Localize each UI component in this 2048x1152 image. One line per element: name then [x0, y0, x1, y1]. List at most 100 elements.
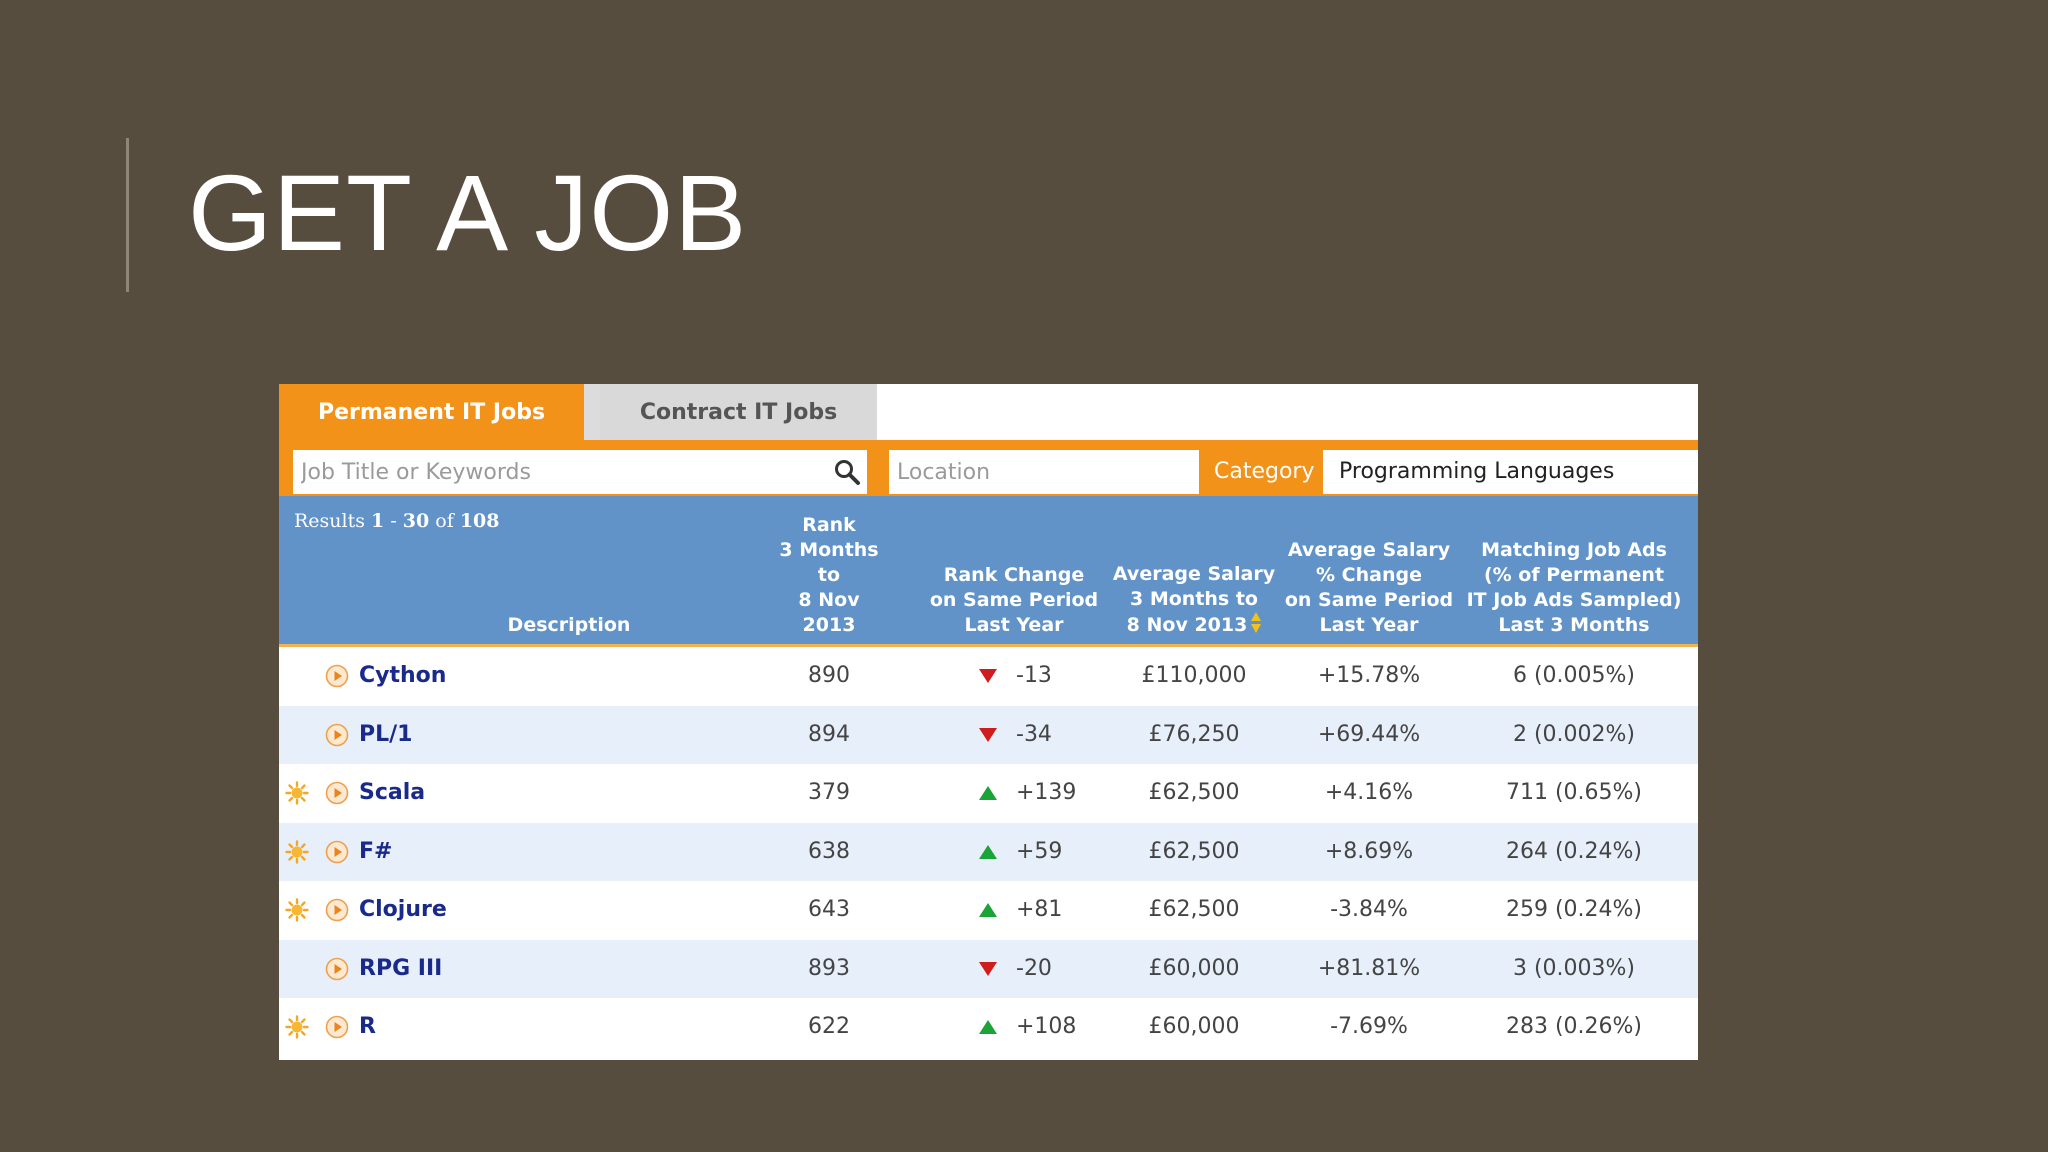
language-link[interactable]: Cython — [359, 663, 447, 688]
trend-cell — [979, 940, 999, 999]
rank-change-cell: +59 — [1016, 838, 1063, 864]
tab-divider — [584, 384, 600, 440]
header-description[interactable]: Description — [507, 614, 631, 636]
rank-change-cell: +108 — [1016, 1014, 1077, 1039]
arrow-up-icon — [979, 1020, 997, 1034]
salary-change-cell: -3.84% — [1330, 897, 1408, 922]
play-circle-icon[interactable] — [325, 840, 349, 864]
rank-cell: 638 — [808, 838, 850, 864]
tab-permanent-it-jobs[interactable]: Permanent IT Jobs — [279, 384, 584, 440]
table-row: R 622 +108 £60,000 -7.69% 283 (0.26%) — [279, 998, 1698, 1057]
language-link[interactable]: F# — [359, 838, 393, 864]
rank-cell: 894 — [808, 721, 850, 747]
search-icon[interactable] — [833, 458, 861, 486]
jobs-panel: Permanent IT Jobs Contract IT Jobs Categ… — [279, 384, 1698, 1060]
header-line: IT Job Ads Sampled) — [1466, 589, 1682, 611]
salary-change-cell: +15.78% — [1317, 663, 1421, 688]
rank-change-cell: +81 — [1016, 897, 1063, 922]
rank-cell: 893 — [808, 955, 850, 981]
salary-cell: £60,000 — [1148, 1014, 1240, 1039]
play-circle-icon[interactable] — [325, 898, 349, 922]
table-row: PL/1 894 -34 £76,250 +69.44% 2 (0.002%) — [279, 705, 1698, 764]
category-select[interactable]: Programming Languages — [1323, 450, 1698, 494]
trend-cell — [979, 998, 999, 1057]
results-prefix: Results — [294, 510, 365, 532]
header-line: Last 3 Months — [1498, 614, 1650, 636]
header-line: Last Year — [964, 614, 1064, 636]
header-matching-job-ads[interactable]: Matching Job Ads (% of Permanent IT Job … — [1459, 538, 1689, 638]
sun-icon — [285, 898, 309, 922]
rank-change-cell: -34 — [1016, 721, 1052, 747]
results-total: 108 — [459, 510, 500, 532]
job-ads-cell: 259 (0.24%) — [1505, 897, 1643, 922]
arrow-up-icon — [979, 786, 997, 800]
header-line-text: 8 Nov 2013 — [1126, 614, 1248, 636]
trend-cell — [979, 881, 999, 940]
sun-icon — [285, 1015, 309, 1039]
tab-strip: Permanent IT Jobs Contract IT Jobs — [279, 384, 1698, 440]
language-link[interactable]: Scala — [359, 780, 426, 805]
salary-cell: £62,500 — [1148, 780, 1240, 805]
header-line: 3 Months to — [779, 539, 879, 586]
language-link[interactable]: PL/1 — [359, 721, 413, 747]
tab-contract-it-jobs[interactable]: Contract IT Jobs — [600, 384, 877, 440]
header-salary-change[interactable]: Average Salary % Change on Same Period L… — [1284, 538, 1454, 638]
language-link[interactable]: Clojure — [359, 897, 447, 922]
header-average-salary[interactable]: Average Salary 3 Months to 8 Nov 2013 — [1109, 562, 1279, 638]
trend-cell — [979, 764, 999, 823]
trend-cell — [979, 823, 999, 882]
arrow-up-icon — [979, 844, 997, 859]
salary-change-cell: +81.81% — [1317, 955, 1421, 981]
arrow-up-icon — [979, 903, 997, 917]
table-header: Description Rank 3 Months to 8 Nov 2013 … — [279, 496, 1698, 647]
header-line: (% of Permanent — [1483, 564, 1665, 586]
location-input[interactable] — [889, 450, 1199, 494]
table-row: RPG III 893 -20 £60,000 +81.81% 3 (0.003… — [279, 939, 1698, 999]
job-ads-cell: 711 (0.65%) — [1505, 780, 1643, 805]
language-link[interactable]: R — [359, 1014, 376, 1039]
job-ads-cell: 3 (0.003%) — [1512, 955, 1636, 981]
arrow-down-icon — [979, 961, 997, 976]
job-ads-cell: 283 (0.26%) — [1505, 1014, 1643, 1039]
play-circle-icon[interactable] — [325, 781, 349, 805]
header-line-sortable: 8 Nov 2013 — [1109, 612, 1279, 638]
header-rank-change[interactable]: Rank Change on Same Period Last Year — [924, 563, 1104, 638]
arrow-down-icon — [979, 669, 997, 683]
play-circle-icon[interactable] — [325, 957, 349, 981]
category-label: Category — [1214, 459, 1315, 484]
salary-change-cell: +69.44% — [1317, 721, 1421, 747]
header-line: Average Salary — [1112, 563, 1276, 585]
header-rank[interactable]: Rank 3 Months to 8 Nov 2013 — [769, 513, 889, 638]
arrow-down-icon — [979, 727, 997, 742]
rank-change-cell: +139 — [1016, 780, 1077, 805]
header-line: on Same Period — [1284, 589, 1454, 611]
play-circle-icon[interactable] — [325, 1015, 349, 1039]
search-bar: Category Programming Languages — [279, 440, 1698, 496]
salary-cell: £76,250 — [1148, 721, 1240, 747]
trend-cell — [979, 647, 999, 706]
table-row: Clojure 643 +81 £62,500 -3.84% 259 (0.24… — [279, 881, 1698, 940]
slide-title: GET A JOB — [188, 152, 748, 273]
results-dash: - — [390, 510, 397, 532]
salary-change-cell: +8.69% — [1324, 838, 1414, 864]
table-row: Cython 890 -13 £110,000 +15.78% 6 (0.005… — [279, 647, 1698, 706]
rank-change-cell: -20 — [1016, 955, 1052, 981]
play-circle-icon[interactable] — [325, 664, 349, 688]
header-line: % Change — [1316, 564, 1422, 586]
results-count: Results 1 - 30 of 108 — [294, 510, 500, 532]
play-circle-icon[interactable] — [325, 723, 349, 747]
keywords-input[interactable] — [293, 450, 867, 494]
header-line: Last Year — [1319, 614, 1419, 636]
salary-cell: £62,500 — [1148, 838, 1240, 864]
table-row: F# 638 +59 £62,500 +8.69% 264 (0.24%) — [279, 822, 1698, 882]
job-ads-cell: 264 (0.24%) — [1505, 838, 1643, 864]
rank-change-cell: -13 — [1016, 663, 1052, 688]
rank-cell: 890 — [808, 663, 850, 688]
header-line: 8 Nov 2013 — [798, 589, 860, 636]
job-ads-cell: 2 (0.002%) — [1512, 721, 1636, 747]
sort-icon[interactable] — [1251, 612, 1262, 634]
header-line: on Same Period — [929, 589, 1099, 611]
language-link[interactable]: RPG III — [359, 955, 443, 981]
sun-icon — [285, 781, 309, 805]
header-line: Rank — [802, 514, 856, 536]
